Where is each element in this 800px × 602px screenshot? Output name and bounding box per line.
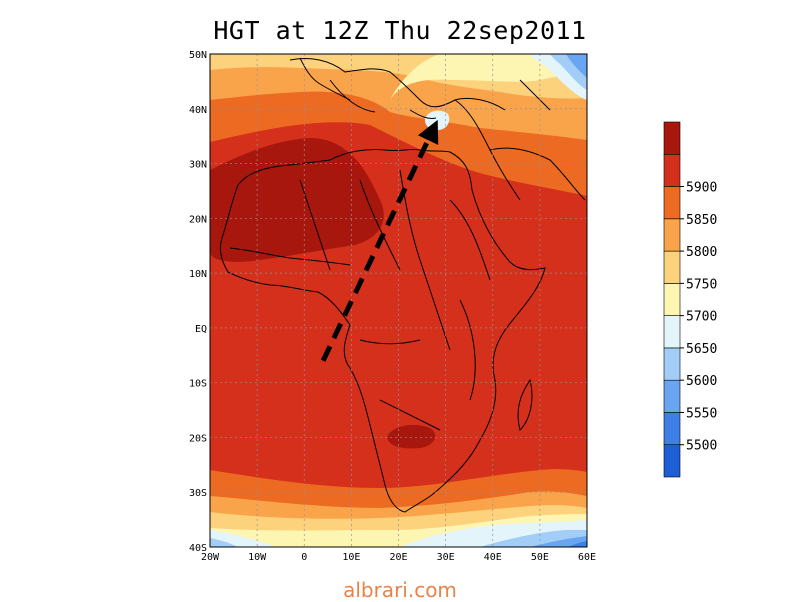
lat-tick-label: 30S [189,488,207,499]
lon-tick-label: 60E [578,552,596,563]
lat-tick-label: 20N [189,214,207,225]
latitude-labels: 50N 40N 30N 20N 10N EQ 10S 20S 30S 40S [189,50,207,554]
lon-tick-label: 10E [342,552,360,563]
colorbar-label: 5500 [686,439,717,454]
lon-tick-label: 30E [437,552,455,563]
colorbar-label: 5750 [686,277,717,292]
lon-tick-label: 20W [201,552,220,563]
colorbar-label: 5600 [686,374,717,389]
colorbar-bin [663,379,681,413]
colorbar-bin [663,412,681,446]
map-frame [209,53,588,548]
lat-tick-label: 20S [189,433,207,444]
colorbar-bin [663,315,681,349]
colorbar-bin [663,121,681,155]
site-credit: albrari.com [343,578,457,602]
lat-tick-label: 30N [189,160,207,171]
lon-tick-label: 0 [301,552,307,563]
colorbar-bin [663,444,681,478]
colorbar-label: 5650 [686,342,717,357]
longitude-labels: 20W 10W 0 10E 20E 30E 40E 50E 60E [201,552,596,563]
colorbar-bin [663,218,681,252]
coastlines [219,57,586,513]
lat-tick-label: 10N [189,269,207,280]
lat-tick-label: EQ [195,324,207,335]
lat-tick-label: 40S [189,543,207,554]
colorbar [663,121,681,478]
trajectory-arrow [320,119,439,362]
lat-tick-label: 40N [189,105,207,116]
colorbar-label: 5900 [686,181,717,196]
colorbar-label: 5800 [686,245,717,260]
colorbar-label: 5550 [686,406,717,421]
colorbar-bin [663,283,681,316]
lon-tick-label: 50E [531,552,549,563]
colorbar-label: 5700 [686,310,717,325]
graticule [210,54,587,547]
lat-tick-label: 50N [189,50,207,61]
colorbar-bin [663,250,681,284]
lon-tick-label: 20E [389,552,407,563]
map-title: HGT at 12Z Thu 22sep2011 [213,16,587,45]
lon-tick-label: 10W [248,552,267,563]
lon-tick-label: 40E [484,552,502,563]
colorbar-bin [663,347,681,381]
lat-tick-label: 10S [189,379,207,390]
colorbar-label: 5850 [686,213,717,228]
colorbar-bin [663,153,681,187]
colorbar-bin [663,186,681,220]
colorbar-labels: 5500 5550 5600 5650 5700 5750 5800 5850 5900 [680,181,717,454]
